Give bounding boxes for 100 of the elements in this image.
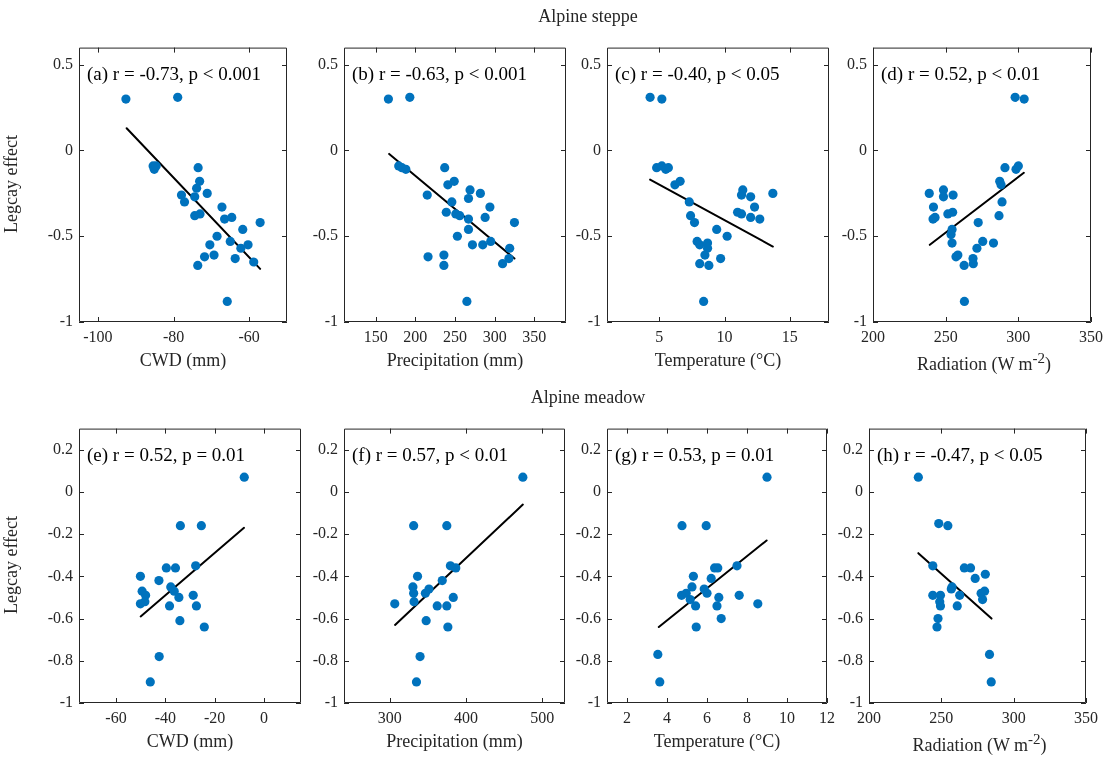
point: [173, 92, 183, 102]
x-tick-label: 250: [929, 708, 954, 726]
point: [174, 592, 184, 603]
point: [685, 211, 696, 221]
x-tick-label: -80: [162, 327, 185, 345]
point: [928, 202, 939, 212]
y-tick-label: -0.8: [47, 650, 73, 668]
y-tick-label: 0.5: [318, 54, 338, 72]
x-tick-label: 12: [819, 708, 835, 726]
point: [409, 588, 419, 598]
y-tick-label: -0.6: [575, 608, 601, 626]
point: [199, 622, 209, 632]
x-tick-label: 300: [482, 327, 507, 345]
y-tick-label: -0.2: [47, 524, 73, 542]
point: [440, 163, 450, 173]
point: [467, 240, 478, 250]
x-axis-title: CWD (mm): [138, 350, 228, 371]
point: [411, 677, 422, 687]
x-axis-title: CWD (mm): [145, 731, 235, 752]
point: [746, 212, 756, 222]
point: [685, 594, 695, 605]
y-tick-label: 0: [330, 140, 338, 158]
point: [154, 651, 164, 662]
point: [732, 561, 742, 571]
point: [486, 236, 496, 246]
y-axis-title: Legcay effect: [0, 515, 22, 615]
point: [934, 518, 944, 529]
y-tick-label: -0.6: [47, 608, 73, 626]
x-axis-title: Temperature (°C): [652, 731, 782, 752]
x-tick-label: 200: [857, 708, 881, 726]
x-tick-label: 350: [1074, 708, 1098, 726]
point: [447, 197, 457, 207]
x-tick-label: 200: [403, 327, 428, 345]
y-tick-label: -0.6: [837, 608, 863, 626]
x-tick-label: 5: [655, 327, 664, 345]
point: [518, 472, 528, 482]
point: [736, 209, 747, 219]
point: [424, 584, 434, 594]
point: [1010, 92, 1020, 102]
point: [195, 209, 205, 219]
point: [746, 192, 756, 202]
x-axis-title: Precipitation (mm): [385, 350, 525, 371]
point: [145, 677, 155, 687]
y-tick-label: -1: [587, 693, 601, 711]
y-tick-label: -1: [324, 312, 338, 330]
point: [170, 563, 181, 573]
y-tick-label: 0.2: [318, 439, 338, 457]
point: [238, 224, 248, 234]
point: [205, 240, 215, 250]
point: [140, 597, 150, 607]
point: [463, 214, 474, 224]
point: [401, 164, 411, 174]
point: [121, 94, 131, 104]
point: [972, 243, 982, 253]
point: [924, 188, 934, 198]
x-tick-label: 10: [779, 708, 795, 726]
y-tick-label: 0.2: [843, 439, 863, 457]
point: [968, 259, 978, 269]
point: [655, 677, 665, 687]
point: [161, 563, 171, 573]
point: [704, 260, 714, 271]
y-tick-label: -0.2: [837, 524, 863, 542]
point: [452, 231, 462, 241]
point: [249, 257, 259, 267]
point: [722, 231, 732, 241]
point: [977, 594, 988, 605]
y-tick-label: -0.6: [312, 608, 338, 626]
point: [222, 296, 232, 307]
x-tick-label: 350: [522, 327, 547, 345]
point: [702, 588, 712, 598]
point: [1000, 163, 1010, 173]
point: [689, 217, 700, 228]
y-tick-label: 0: [65, 140, 73, 158]
point: [465, 185, 475, 195]
point: [716, 253, 726, 264]
point: [442, 521, 452, 531]
point: [701, 521, 711, 531]
point: [179, 197, 190, 207]
x-tick-label: 250: [933, 327, 958, 345]
y-tick-label: -0.5: [575, 226, 601, 244]
point: [442, 601, 452, 611]
x-tick-label: 300: [1001, 708, 1026, 726]
point: [193, 260, 203, 271]
y-tick-label: 0: [593, 140, 601, 158]
y-tick-label: -1: [853, 312, 867, 330]
point: [478, 240, 488, 250]
x-tick-label: 250: [443, 327, 467, 345]
point: [706, 573, 716, 584]
point: [169, 586, 179, 596]
point: [677, 521, 687, 531]
point: [480, 212, 490, 222]
y-tick-label: -0.4: [837, 566, 863, 584]
point: [948, 207, 958, 217]
point: [196, 521, 206, 531]
point: [691, 622, 701, 632]
point: [255, 217, 265, 228]
point: [988, 238, 999, 248]
point: [688, 571, 698, 581]
x-tick-label: -60: [105, 708, 127, 726]
point: [695, 240, 705, 250]
